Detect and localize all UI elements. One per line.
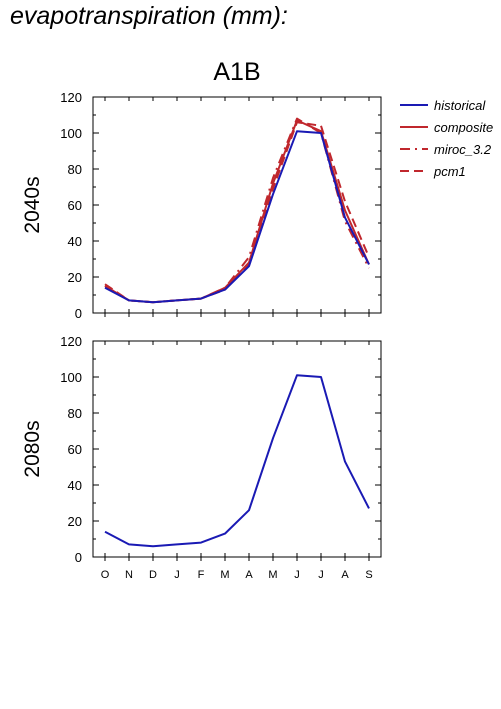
series-line-historical <box>104 374 370 548</box>
scenario-label: A1B <box>213 58 260 86</box>
legend: historical composite miroc_3.2 pcm1 <box>400 98 493 179</box>
legend-label-historical: historical <box>434 98 486 113</box>
y-tick-label: 120 <box>60 334 82 349</box>
y-tick-label: 60 <box>68 442 82 457</box>
legend-label-miroc_3.2: miroc_3.2 <box>434 142 492 157</box>
x-tick-label: A <box>341 569 349 581</box>
x-tick-label: A <box>245 569 253 581</box>
y-tick-label: 100 <box>60 370 82 385</box>
y-tick-label: 60 <box>68 198 82 213</box>
y-tick-label: 120 <box>60 90 82 105</box>
y-tick-label: 0 <box>75 306 82 321</box>
plot-frame <box>92 96 382 314</box>
x-tick-label: S <box>365 569 372 581</box>
chart-panel-2040s: 0 20 40 60 80 100 120 2040s <box>21 90 382 321</box>
x-tick-label: F <box>198 569 205 581</box>
x-tick-label: O <box>101 569 110 581</box>
series-line-historical <box>104 130 370 304</box>
row-label-2040s: 2040s <box>21 176 44 233</box>
y-tick-label: 0 <box>75 550 82 565</box>
page-title: evapotranspiration (mm): <box>10 2 288 30</box>
x-tick-label: N <box>125 569 133 581</box>
row-label-2080s: 2080s <box>21 420 44 477</box>
legend-label-pcm1: pcm1 <box>433 164 466 179</box>
x-tick-label: M <box>220 569 229 581</box>
y-tick-label: 100 <box>60 126 82 141</box>
y-tick-label: 40 <box>68 234 82 249</box>
y-tick-label: 80 <box>68 162 82 177</box>
x-tick-label: D <box>149 569 157 581</box>
legend-label-composite: composite <box>434 120 493 135</box>
x-tick-label: M <box>268 569 277 581</box>
series-line-composite <box>104 119 370 304</box>
y-tick-label: 80 <box>68 406 82 421</box>
y-tick-label: 20 <box>68 514 82 529</box>
x-tick-label: J <box>174 569 180 581</box>
y-tick-label: 40 <box>68 478 82 493</box>
y-tick-label: 20 <box>68 270 82 285</box>
chart-panel-2080s: 0 20 40 60 80 100 120 O N D J F M A M J J A S 2080s <box>21 334 382 581</box>
x-tick-label: J <box>318 569 324 581</box>
plot-frame <box>92 340 382 558</box>
x-tick-label: J <box>294 569 300 581</box>
